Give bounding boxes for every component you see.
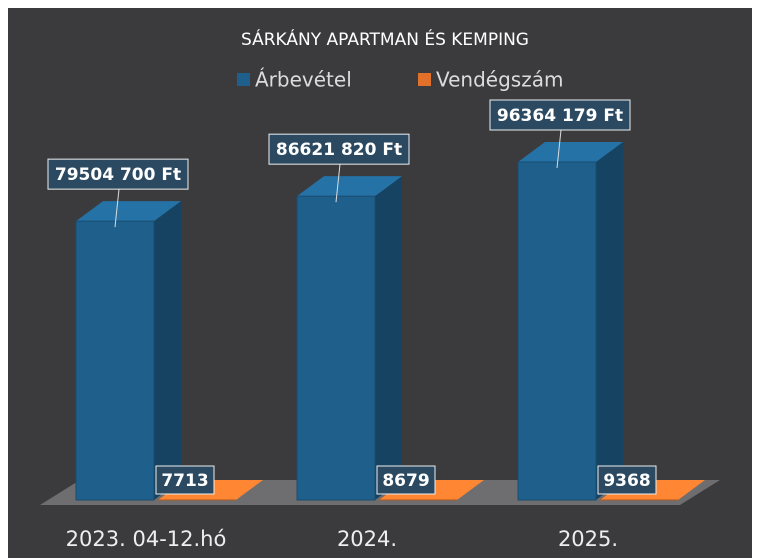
- x-tick-label: 2025.: [558, 527, 618, 551]
- bar-side: [154, 201, 181, 501]
- bar-side: [678, 479, 705, 500]
- value-label: 7713: [161, 471, 208, 491]
- value-label-box: [597, 465, 657, 495]
- value-label-box: [376, 465, 436, 495]
- legend-swatch: [237, 73, 250, 86]
- value-label-box: [268, 133, 410, 165]
- value-label: 86621 820 Ft: [276, 140, 402, 160]
- bar-side: [236, 479, 263, 500]
- value-label-box: [155, 465, 215, 495]
- value-label-box: [47, 158, 189, 190]
- bar-top: [76, 201, 181, 222]
- value-label: 9368: [603, 471, 650, 491]
- bar-top: [297, 176, 402, 197]
- value-label: 79504 700 Ft: [55, 165, 181, 185]
- legend-swatch: [418, 73, 431, 86]
- bar-top: [518, 142, 623, 162]
- leader-line: [556, 129, 562, 169]
- bar: [75, 220, 155, 501]
- x-tick-label: 2024.: [337, 527, 397, 551]
- legend-label: Árbevétel: [255, 68, 352, 92]
- bar: [296, 195, 376, 501]
- value-label-box: [489, 99, 631, 131]
- leader-line: [114, 189, 120, 228]
- bar-side: [457, 479, 484, 500]
- value-label: 96364 179 Ft: [497, 106, 623, 126]
- bar-side: [596, 142, 623, 500]
- bar-side: [375, 176, 402, 501]
- bar: [517, 161, 597, 501]
- chart-title: SÁRKÁNY APARTMAN ÉS KEMPING: [241, 28, 529, 50]
- value-label: 8679: [382, 471, 429, 491]
- leader-line: [335, 164, 341, 203]
- x-tick-label: 2023. 04-12.hó: [66, 527, 227, 551]
- legend-label: Vendégszám: [436, 68, 563, 92]
